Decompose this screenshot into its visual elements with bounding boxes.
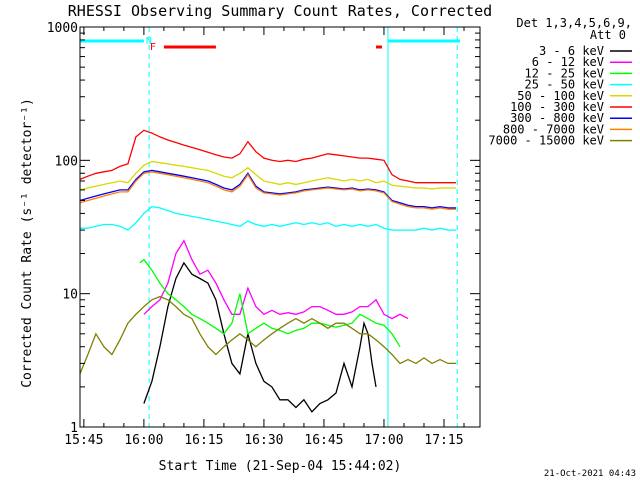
y-axis-label: Corrected Count Rate (s⁻¹ detector⁻¹) (20, 98, 35, 388)
x-tick-label: 15:45 (64, 433, 103, 448)
legend-title: Det 1,3,4,5,6,9, Att 0 (516, 16, 632, 42)
x-tick-label: 16:15 (184, 433, 223, 448)
flare-label: F (150, 42, 156, 53)
legend-label: 100 - 300 keV (510, 100, 604, 114)
axes (79, 26, 481, 428)
y-tick-label: 1 (70, 421, 78, 436)
y-ticks: 1 10 100 1000 (47, 21, 480, 436)
series-line (79, 169, 456, 209)
series-line (79, 160, 456, 191)
legend-label: 800 - 7000 keV (503, 122, 604, 136)
y-tick-label: 100 (55, 154, 78, 169)
legend-label: 25 - 50 keV (525, 78, 604, 92)
footer-date: 21-Oct-2021 04:43 (544, 469, 636, 479)
x-tick-label: 16:45 (304, 433, 343, 448)
legend-title-line: Det 1,3,4,5,6,9, (516, 16, 632, 30)
series-line (139, 258, 401, 348)
legend-label: 300 - 800 keV (510, 111, 604, 125)
plot-markers: NF (79, 27, 460, 427)
legend-label: 6 - 12 keV (532, 55, 604, 69)
series-line (79, 129, 456, 184)
series-line (79, 171, 456, 210)
legend-label: 50 - 100 keV (517, 89, 604, 103)
x-tick-label: 17:15 (424, 433, 463, 448)
series-line (143, 261, 377, 413)
x-axis-label: Start Time (21-Sep-04 15:44:02) (159, 459, 402, 474)
plot-frame (79, 26, 481, 428)
series-group (79, 129, 456, 413)
y-tick-label: 10 (62, 288, 78, 303)
x-ticks: 15:45 16:00 16:15 16:30 16:45 17:00 17:15 (64, 27, 465, 448)
series-line (79, 295, 456, 375)
series-line (143, 239, 409, 320)
legend-label: 7000 - 15000 keV (488, 134, 604, 148)
legend-label: 12 - 25 keV (525, 66, 604, 80)
x-tick-label: 17:00 (364, 433, 403, 448)
chart-title: RHESSI Observing Summary Count Rates, Co… (68, 2, 492, 20)
y-tick-label: 1000 (47, 21, 78, 36)
night-label: N (146, 36, 152, 47)
x-tick-label: 16:30 (244, 433, 283, 448)
series-line (79, 205, 456, 231)
legend-label: 3 - 6 keV (539, 44, 604, 58)
legend-title-line: Att 0 (590, 28, 626, 42)
x-tick-label: 16:00 (124, 433, 163, 448)
